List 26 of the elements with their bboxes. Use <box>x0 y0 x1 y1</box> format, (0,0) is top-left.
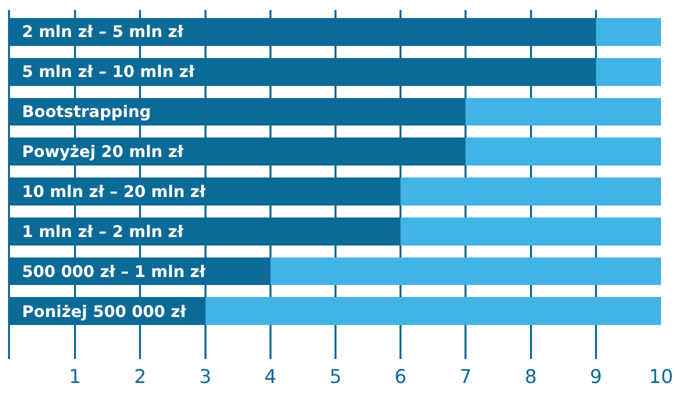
x-tick-label: 5 <box>329 366 342 388</box>
y-tick-label: Bootstrapping <box>22 102 151 121</box>
bar <box>596 18 661 46</box>
bar <box>466 98 661 126</box>
x-tick-label: 2 <box>134 366 146 388</box>
y-tick-label: 1 mln zł – 2 mln zł <box>22 222 184 241</box>
bar <box>270 257 661 286</box>
y-tick-label: Powyżej 20 mln zł <box>22 142 184 161</box>
x-tick-label: 3 <box>199 366 212 388</box>
y-tick-label: 2 mln zł – 5 mln zł <box>22 22 184 41</box>
y-tick-label: 500 000 zł – 1 mln zł <box>22 262 206 281</box>
bar <box>466 138 661 166</box>
x-tick-label: 8 <box>524 366 537 388</box>
x-tick-label: 1 <box>69 366 82 388</box>
x-tick-label: 7 <box>460 366 472 388</box>
x-tick-label: 6 <box>394 366 407 388</box>
bar <box>400 217 661 246</box>
bar <box>596 58 661 86</box>
x-tick-label: 9 <box>590 366 602 388</box>
x-tick-label: 10 <box>648 366 674 388</box>
y-tick-label: Poniżej 500 000 zł <box>22 302 188 321</box>
bar <box>205 297 661 326</box>
x-tick-label: 4 <box>264 366 276 388</box>
bar <box>400 178 661 206</box>
y-tick-label: 10 mln zł – 20 mln zł <box>22 182 207 201</box>
y-tick-label: 5 mln zł – 10 mln zł <box>22 62 196 81</box>
